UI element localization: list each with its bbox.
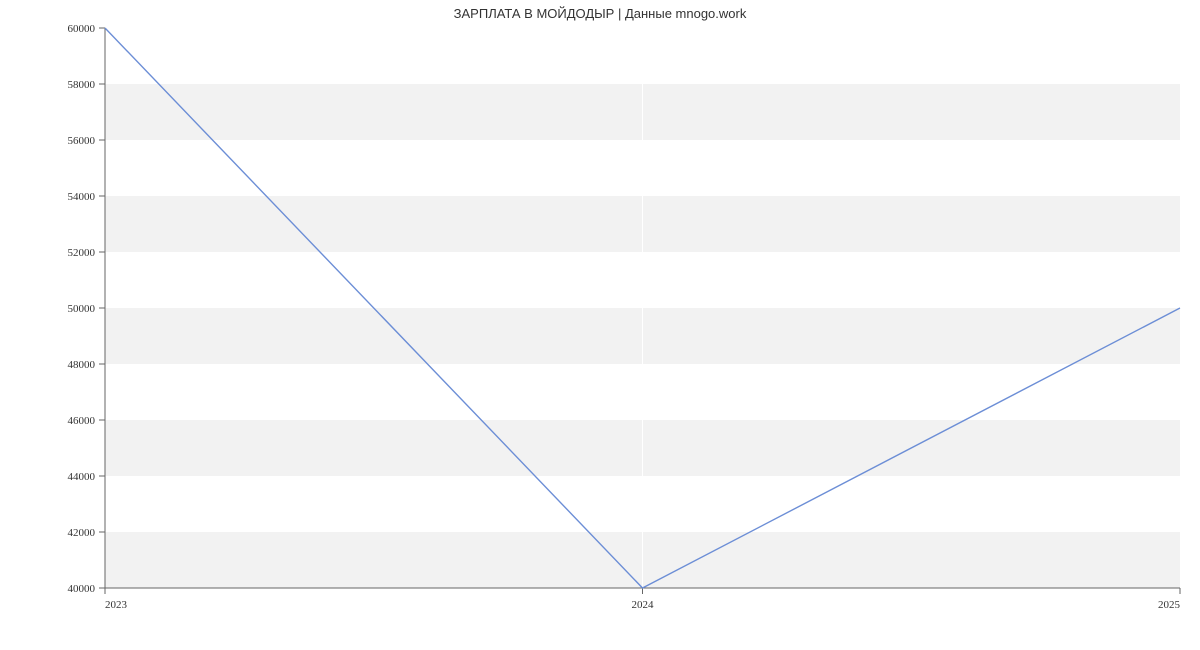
svg-text:54000: 54000 [68,191,96,203]
svg-text:2025: 2025 [1158,599,1181,611]
svg-text:44000: 44000 [68,471,96,483]
svg-text:48000: 48000 [68,359,96,371]
chart-svg: 40000 42000 44000 46000 48000 50000 52000 54000… [0,0,1200,650]
svg-text:56000: 56000 [68,135,96,147]
svg-text:2024: 2024 [632,599,655,611]
svg-text:42000: 42000 [68,527,96,539]
svg-text:40000: 40000 [68,583,96,595]
svg-text:52000: 52000 [68,247,96,259]
svg-text:50000: 50000 [68,303,96,315]
svg-text:60000: 60000 [68,23,96,35]
svg-text:46000: 46000 [68,415,96,427]
svg-text:58000: 58000 [68,79,96,91]
svg-text:2023: 2023 [105,599,128,611]
salary-chart: ЗАРПЛАТА В МОЙДОДЫР | Данные mnogo.work … [0,0,1200,650]
